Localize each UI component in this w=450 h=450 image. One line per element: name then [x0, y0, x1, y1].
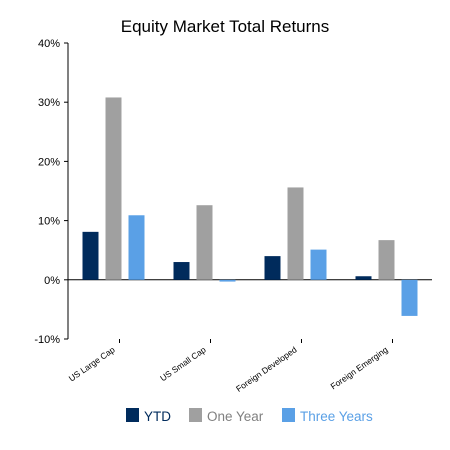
bar	[82, 231, 99, 280]
y-tick-label: 20%	[38, 156, 60, 168]
y-axis: -10% 0% 10% 20% 30% 40%	[34, 38, 432, 346]
bar	[264, 256, 281, 280]
bar	[105, 97, 122, 280]
legend-label: Three Years	[300, 409, 373, 424]
bar	[287, 187, 304, 280]
legend-swatch	[282, 408, 295, 422]
x-axis: US Large Cap US Small Cap Foreign Develope…	[67, 339, 393, 394]
y-tick-label: 10%	[38, 216, 60, 228]
bar	[128, 215, 145, 280]
x-tick-label: US Small Cap	[158, 344, 208, 383]
x-tick-label: Foreign Emerging	[329, 344, 390, 391]
y-tick-label: -10%	[34, 334, 60, 346]
legend-label: One Year	[207, 409, 264, 424]
legend-swatch	[126, 408, 139, 422]
y-tick-label: 0%	[44, 275, 60, 287]
y-tick-label: 40%	[38, 38, 60, 50]
bar	[401, 279, 418, 316]
y-tick-label: 30%	[38, 97, 60, 109]
bar	[173, 262, 190, 280]
chart-title: Equity Market Total Returns	[121, 17, 330, 36]
bars-group	[82, 97, 418, 316]
bar	[378, 240, 395, 280]
legend: YTD One Year Three Years	[126, 408, 373, 424]
legend-label: YTD	[144, 409, 171, 424]
x-tick-label: US Large Cap	[67, 344, 117, 383]
bar	[196, 205, 213, 280]
legend-swatch	[189, 408, 202, 422]
x-tick-label: Foreign Developed	[234, 344, 299, 394]
bar	[310, 249, 327, 280]
bar	[219, 279, 236, 282]
bar	[355, 276, 372, 280]
